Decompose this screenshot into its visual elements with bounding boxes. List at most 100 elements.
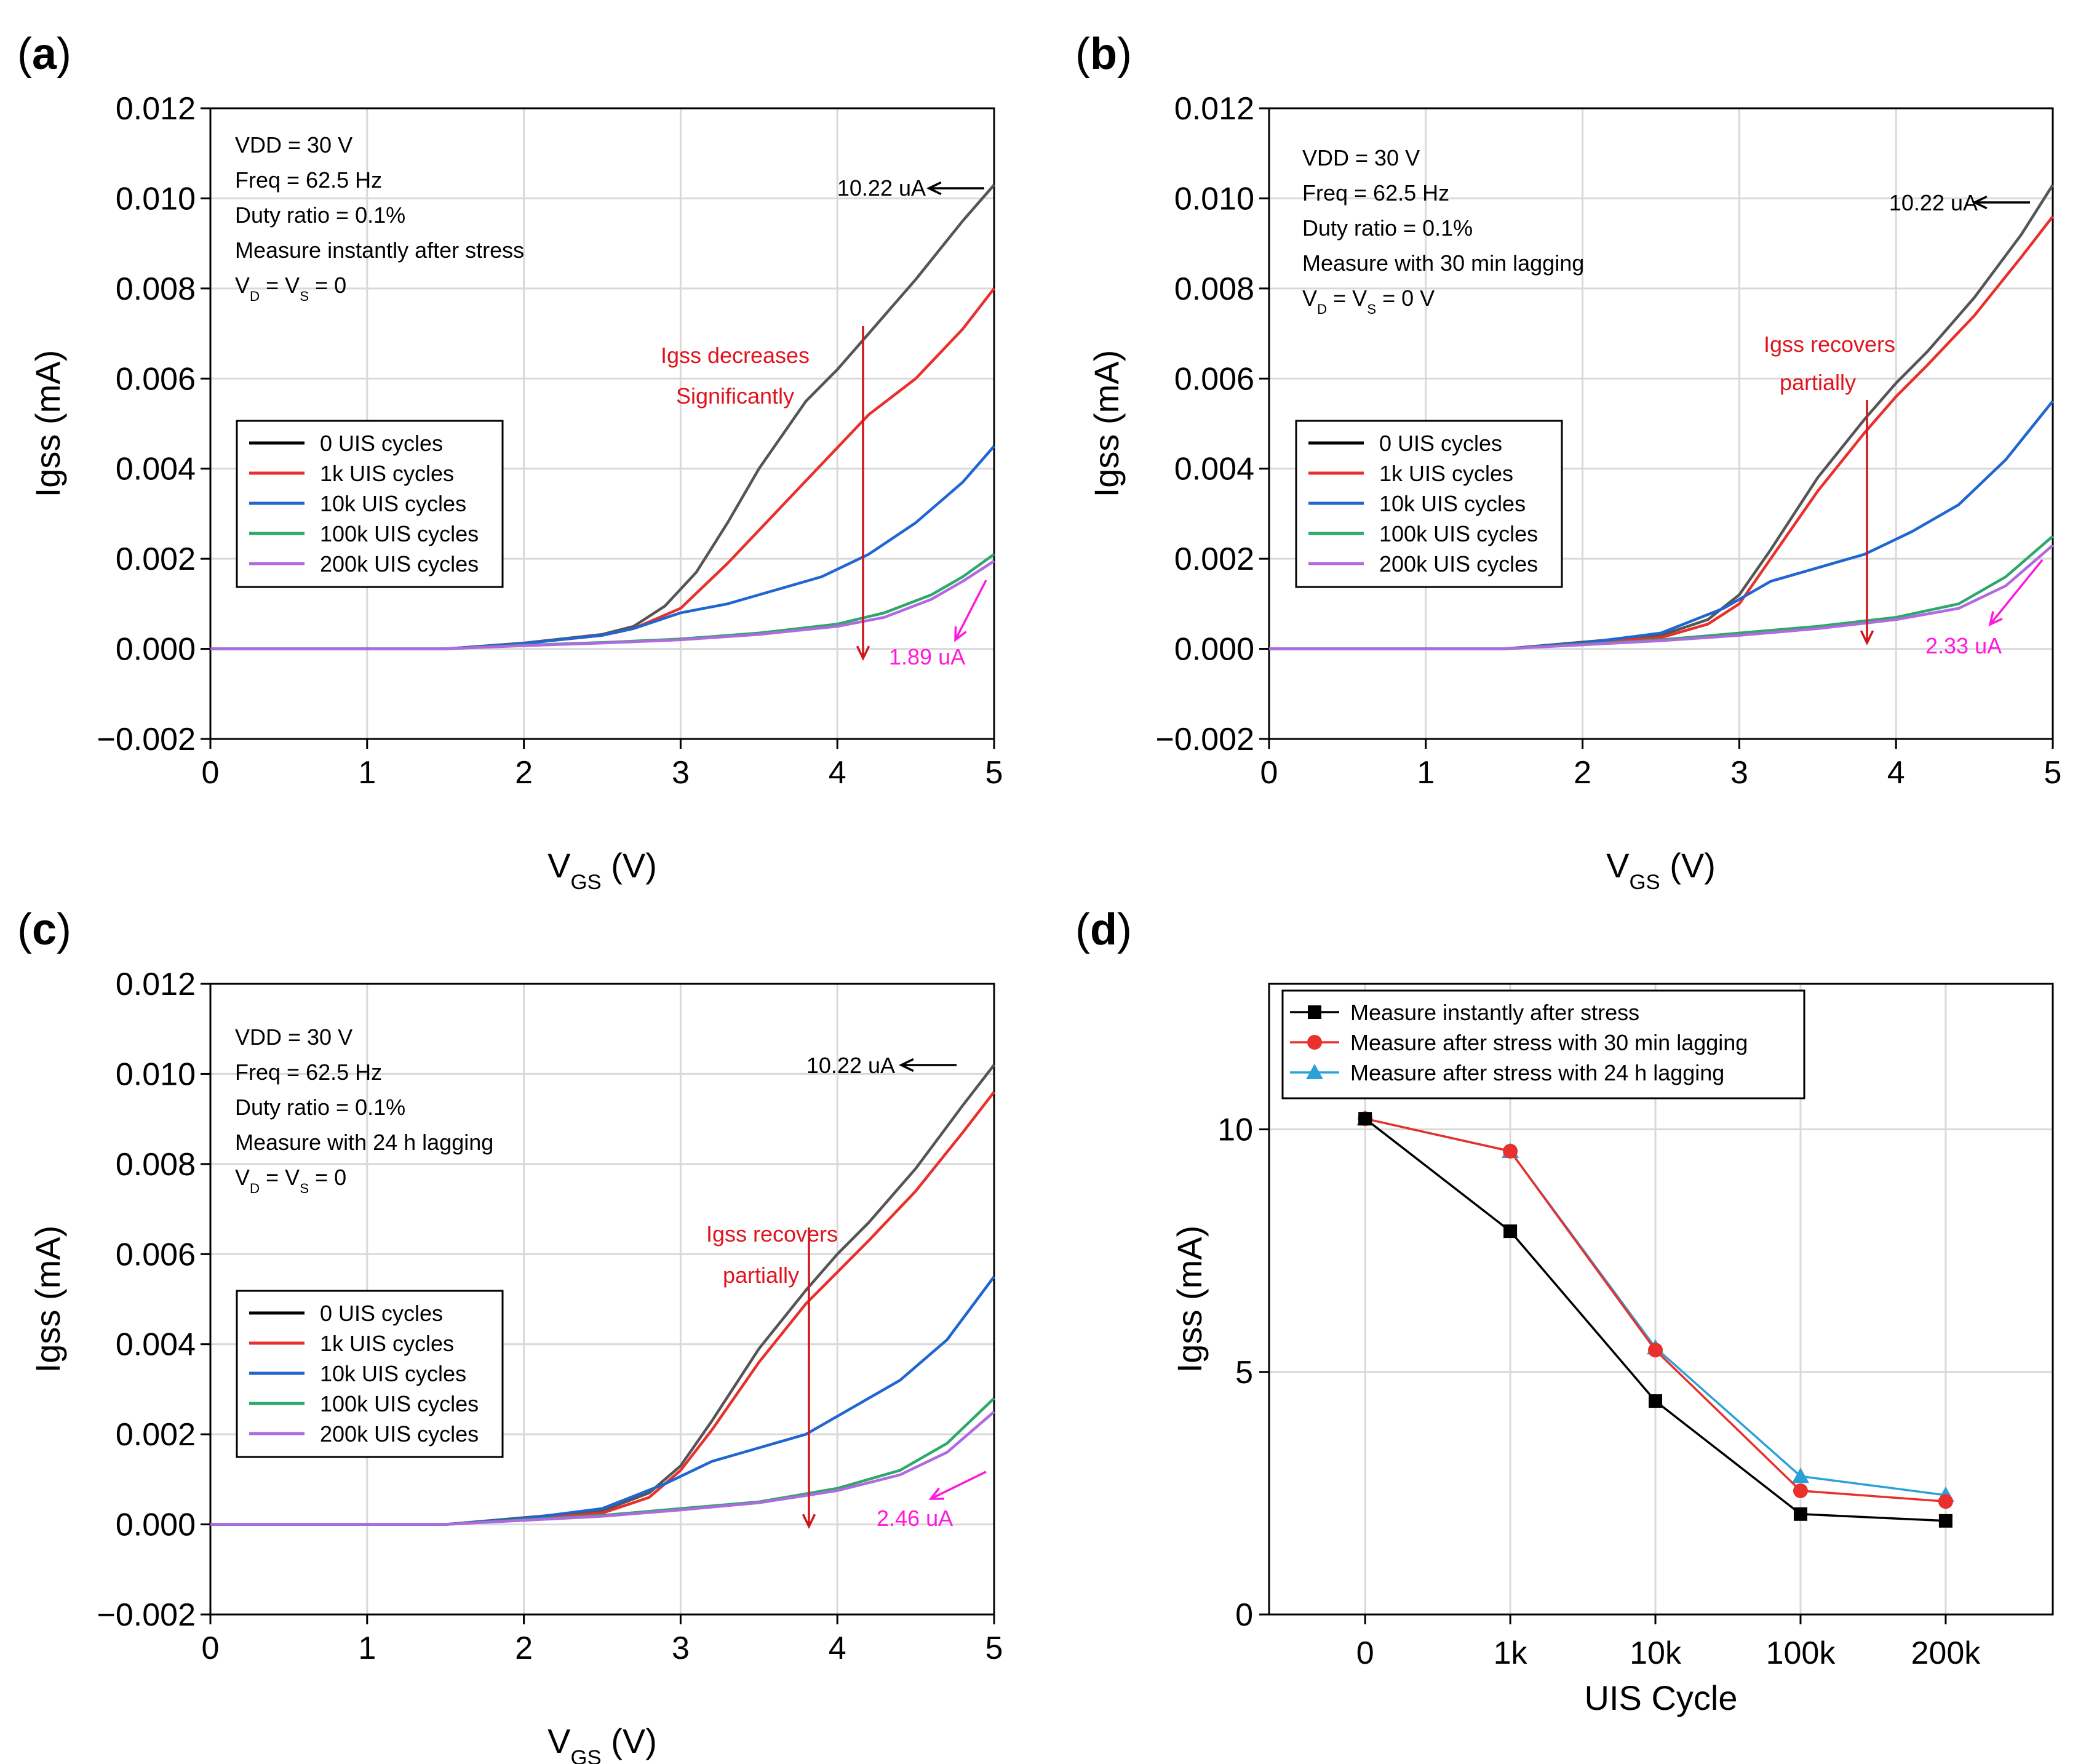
- legend-label: 0 UIS cycles: [320, 431, 443, 456]
- y-axis-label: Igss (mA): [28, 350, 67, 498]
- low-annotation: 2.46 uA: [877, 1506, 953, 1531]
- x-tick-label: 2: [515, 1630, 533, 1666]
- low-arrow: [954, 580, 987, 641]
- data-point-0: [1793, 1507, 1807, 1521]
- y-tick-label: 5: [1235, 1355, 1253, 1391]
- x-tick-label: 4: [829, 1630, 846, 1666]
- panel-c: (c) 0 1 2 3 4 5 −0.002 0.000 0.002 0.004 0.006 0.008…: [17, 905, 1003, 1764]
- x-tick-label: 5: [985, 1630, 1003, 1666]
- low-annotation: 1.89 uA: [889, 644, 965, 669]
- info-line-voltage: VD = VS = 0 V: [1302, 285, 1435, 317]
- y-tick-label: −0.002: [97, 722, 196, 757]
- x-tick-label: 2: [515, 755, 533, 791]
- low-arrow-head: [928, 1487, 945, 1500]
- y-tick-label: 0.010: [116, 1056, 196, 1092]
- x-axis-label: VGS (V): [1606, 846, 1716, 894]
- series-line-4: [210, 559, 995, 650]
- legend-label: 200k UIS cycles: [320, 1421, 479, 1447]
- y-tick-label: 0.000: [116, 1507, 196, 1543]
- x-tick-label: 1: [358, 1630, 376, 1666]
- y-tick-label: 0.008: [1174, 271, 1254, 307]
- legend-marker: [1307, 1035, 1322, 1050]
- legend-label: 0 UIS cycles: [1379, 431, 1502, 456]
- x-tick-label: 1: [358, 755, 376, 791]
- change-annotation-line1: Igss recovers: [1764, 332, 1895, 357]
- y-tick-label: −0.002: [97, 1597, 196, 1633]
- y-axis-label: Igss (mA): [1170, 1226, 1209, 1373]
- legend: 0 UIS cycles 1k UIS cycles 10k UIS cycles 1…: [236, 1290, 504, 1458]
- plot-frame: [209, 983, 995, 1616]
- peak-annotation: 10.22 uA: [837, 175, 926, 201]
- info-line: Measure instantly after stress: [235, 237, 524, 263]
- series-line-4: [1269, 544, 2054, 650]
- legend-label: Measure after stress with 30 min lagging: [1350, 1030, 1748, 1055]
- x-tick-label: 1k: [1494, 1635, 1528, 1671]
- info-line: Measure with 30 min lagging: [1302, 250, 1584, 276]
- y-tick-label: −0.002: [1156, 722, 1255, 757]
- x-tick-label: 0: [202, 755, 220, 791]
- legend: 0 UIS cycles 1k UIS cycles 10k UIS cycles 1…: [1295, 420, 1563, 588]
- y-tick-label: 0.004: [1174, 452, 1254, 487]
- y-tick-label: 0.000: [116, 632, 196, 668]
- legend-label: Measure after stress with 24 h lagging: [1350, 1060, 1724, 1085]
- low-arrow-head: [1988, 611, 2003, 627]
- x-tick-label: 1: [1417, 755, 1435, 791]
- plot-frame: [209, 107, 995, 740]
- panel-label-d: (d): [1075, 905, 1132, 954]
- peak-arrow-head: [926, 181, 942, 196]
- panel-label-a: (a): [17, 30, 71, 79]
- y-tick-label: 0.006: [1174, 361, 1254, 397]
- info-line: Duty ratio = 0.1%: [235, 202, 405, 228]
- x-tick-label: 200k: [1911, 1635, 1981, 1671]
- decrease-arrow-head: [802, 1514, 816, 1530]
- legend-label: 1k UIS cycles: [320, 1331, 454, 1356]
- info-line: Duty ratio = 0.1%: [1302, 215, 1473, 241]
- data-point-0: [1938, 1514, 1953, 1528]
- series-line-4: [210, 1410, 995, 1526]
- decrease-arrow-head: [856, 645, 870, 661]
- x-tick-label: 4: [1887, 755, 1905, 791]
- x-tick-label: 4: [829, 755, 846, 791]
- data-point-2: [1791, 1467, 1809, 1483]
- x-tick-label: 3: [672, 1630, 690, 1666]
- x-axis-label: VGS (V): [547, 846, 657, 894]
- y-tick-label: 0.008: [116, 271, 196, 307]
- y-tick-label: 0.002: [1174, 541, 1254, 577]
- legend-label: 200k UIS cycles: [320, 551, 479, 577]
- legend: 0 UIS cycles 1k UIS cycles 10k UIS cycles 1…: [236, 420, 504, 588]
- low-annotation: 2.33 uA: [1925, 633, 2002, 658]
- x-tick-label: 0: [1356, 1635, 1374, 1671]
- peak-annotation: 10.22 uA: [1889, 190, 1978, 215]
- info-line: Freq = 62.5 Hz: [235, 167, 382, 193]
- legend-label: 10k UIS cycles: [320, 491, 466, 516]
- info-line: VDD = 30 V: [235, 1024, 352, 1050]
- y-tick-label: 10: [1217, 1112, 1253, 1148]
- legend-marker: [1308, 1005, 1321, 1019]
- x-tick-label: 10k: [1630, 1635, 1682, 1671]
- info-line: VDD = 30 V: [1302, 145, 1420, 170]
- data-point-1: [1938, 1494, 1953, 1509]
- legend-label: 10k UIS cycles: [320, 1361, 466, 1386]
- info-line-voltage: VD = VS = 0: [235, 1165, 346, 1196]
- data-point-1: [1648, 1343, 1663, 1358]
- y-tick-label: 0.002: [116, 1417, 196, 1453]
- data-point-0: [1503, 1224, 1518, 1239]
- y-tick-label: 0.010: [1174, 181, 1254, 217]
- y-axis-label: Igss (mA): [28, 1226, 67, 1373]
- legend-label: 0 UIS cycles: [320, 1301, 443, 1326]
- change-annotation-line1: Igss recovers: [706, 1221, 838, 1247]
- low-arrow: [1989, 559, 2044, 626]
- y-tick-label: 0.000: [1174, 632, 1254, 668]
- panel-d: (d) 0 1k 10k 100k 200k 0 5 10 UIS Cycle Igss (mA) M…: [1075, 905, 2054, 1717]
- y-tick-label: 0.006: [116, 361, 196, 397]
- y-tick-label: 0: [1235, 1597, 1253, 1633]
- data-point-1: [1793, 1483, 1808, 1498]
- y-tick-label: 0.004: [116, 1327, 196, 1363]
- y-tick-label: 0.012: [1174, 91, 1254, 127]
- y-tick-label: 0.002: [116, 541, 196, 577]
- legend-box: [1281, 989, 1805, 1100]
- x-tick-label: 3: [672, 755, 690, 791]
- x-tick-label: 5: [2044, 755, 2062, 791]
- legend-label: 10k UIS cycles: [1379, 491, 1526, 516]
- info-line: Freq = 62.5 Hz: [1302, 180, 1449, 206]
